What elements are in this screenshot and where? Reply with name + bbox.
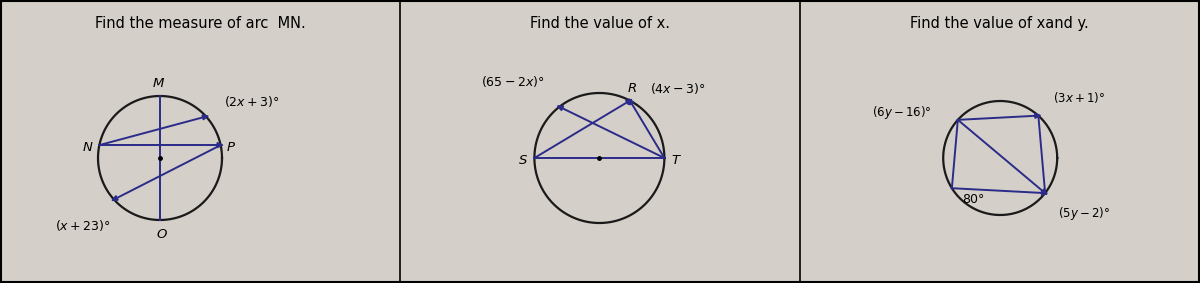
Text: N: N — [83, 141, 92, 154]
Text: R: R — [628, 82, 636, 95]
Polygon shape — [629, 99, 634, 105]
Text: T: T — [672, 153, 679, 166]
Text: P: P — [227, 141, 235, 154]
Text: $(65 - 2x)°$: $(65 - 2x)°$ — [481, 74, 545, 89]
Text: Find the value of xand y.: Find the value of xand y. — [911, 16, 1088, 31]
Text: S: S — [520, 153, 528, 166]
Text: $(5y - 2)°$: $(5y - 2)°$ — [1058, 205, 1110, 222]
Polygon shape — [112, 196, 118, 200]
Text: $(4x - 3)°$: $(4x - 3)°$ — [650, 81, 706, 96]
Text: Find the value of x.: Find the value of x. — [530, 16, 670, 31]
Polygon shape — [1034, 113, 1040, 118]
Text: M: M — [152, 77, 163, 90]
Text: $(6y - 16)°$: $(6y - 16)°$ — [871, 104, 931, 121]
Text: $(x + 23)°$: $(x + 23)°$ — [55, 218, 110, 233]
Text: O: O — [157, 228, 167, 241]
Text: 80°: 80° — [962, 193, 984, 206]
Text: $(3x + 1)°$: $(3x + 1)°$ — [1052, 90, 1105, 105]
Polygon shape — [625, 100, 631, 104]
Polygon shape — [202, 115, 208, 120]
Polygon shape — [558, 106, 564, 111]
Text: $(2x + 3)°$: $(2x + 3)°$ — [224, 94, 280, 109]
Polygon shape — [217, 143, 223, 147]
Polygon shape — [1040, 189, 1046, 194]
Polygon shape — [1042, 190, 1048, 195]
Text: Find the measure of arc  MN.: Find the measure of arc MN. — [95, 16, 306, 31]
